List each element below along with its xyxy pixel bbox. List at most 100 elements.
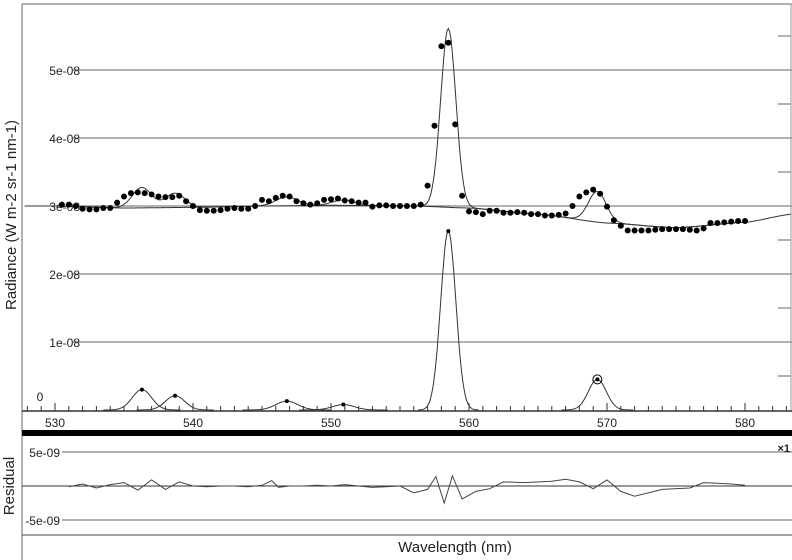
y-tick-label: 3e-08 [49,200,80,214]
data-point [521,209,528,216]
y-tick-label: 4e-08 [49,132,80,146]
data-point [472,209,479,216]
data-point [259,196,265,203]
data-point [79,205,86,212]
data-point [127,190,134,197]
data-point [728,218,735,225]
data-point [238,205,245,212]
data-point [438,43,445,50]
data-point [479,211,486,218]
data-point [265,198,272,205]
component-peak-marker [341,402,346,407]
component-peak-marker [173,393,178,398]
data-point [624,227,631,234]
data-point [686,226,693,233]
data-point [383,202,390,209]
data-point [397,203,403,209]
right-axis-ticks [778,4,792,411]
fitted-line-components [103,229,634,411]
data-point [693,227,700,234]
data-point [286,193,293,200]
data-point [445,39,452,46]
data-point [493,207,500,214]
data-point [735,217,742,224]
data-point [569,203,576,209]
x-axis-label: Wavelength (nm) [398,539,512,556]
data-point [148,191,155,198]
data-point [548,212,555,219]
data-point [231,205,238,212]
data-point [742,217,748,224]
data-point [348,198,355,205]
data-point [107,205,114,212]
y-tick-label: 1e-08 [49,336,80,350]
data-point [114,199,121,206]
data-point [700,225,707,232]
data-point [141,190,148,197]
data-point [659,226,666,233]
data-point [541,212,548,219]
x-tick-label: 530 [45,416,65,430]
y-tick-label: 5e-08 [49,64,80,78]
data-point [355,199,362,206]
data-point [362,199,369,206]
data-point [417,201,424,208]
data-point [645,227,652,234]
data-point [410,203,417,209]
data-point [183,198,190,205]
observed-points [58,39,748,234]
data-point [272,194,279,201]
component-peak-marker [446,229,451,234]
x-tick-label: 540 [183,416,203,430]
data-point [321,196,328,203]
data-point [486,207,493,214]
residual-scale-label[interactable]: ×1 [777,443,790,455]
data-point [673,226,679,233]
component-peak-marker [595,377,600,382]
data-point [714,220,721,226]
data-point [155,193,162,200]
data-point [652,226,659,233]
data-point [507,209,514,216]
residual-y-label: Residual [1,457,18,515]
data-point [555,211,562,218]
data-point [562,210,569,217]
data-point [190,203,196,209]
data-point [196,207,203,214]
y-tick-label: 0 [37,390,44,404]
x-axis: 530 540 550 560 570 580 [22,403,792,430]
data-point [293,198,300,205]
data-point [610,217,617,224]
data-point [514,209,521,216]
selected-component-marker [592,374,603,385]
data-point [252,203,259,209]
data-point [590,186,597,193]
data-point [369,203,376,210]
data-point [328,196,334,203]
data-point [500,209,507,216]
residual-y-tick-label: 5e-09 [29,446,60,460]
data-point [100,205,107,212]
data-point [403,203,410,209]
data-point [431,122,438,129]
data-point [121,193,127,200]
data-point [528,211,535,218]
x-tick-label: 560 [459,416,479,430]
data-point [169,194,176,201]
data-point [452,121,459,128]
panel-divider[interactable] [22,430,792,436]
data-point [390,203,397,209]
data-point [666,226,673,233]
data-point [72,203,79,209]
data-point [466,208,472,215]
data-point [576,193,583,200]
data-point [307,201,314,208]
data-point [459,192,466,199]
data-point [376,202,383,209]
component-peak-marker [284,399,289,404]
data-point [203,207,210,214]
data-point [341,197,348,204]
spectrum-y-tick-labels: 0 1e-08 2e-08 3e-08 4e-08 5e-08 [37,64,81,404]
data-point [583,189,590,196]
